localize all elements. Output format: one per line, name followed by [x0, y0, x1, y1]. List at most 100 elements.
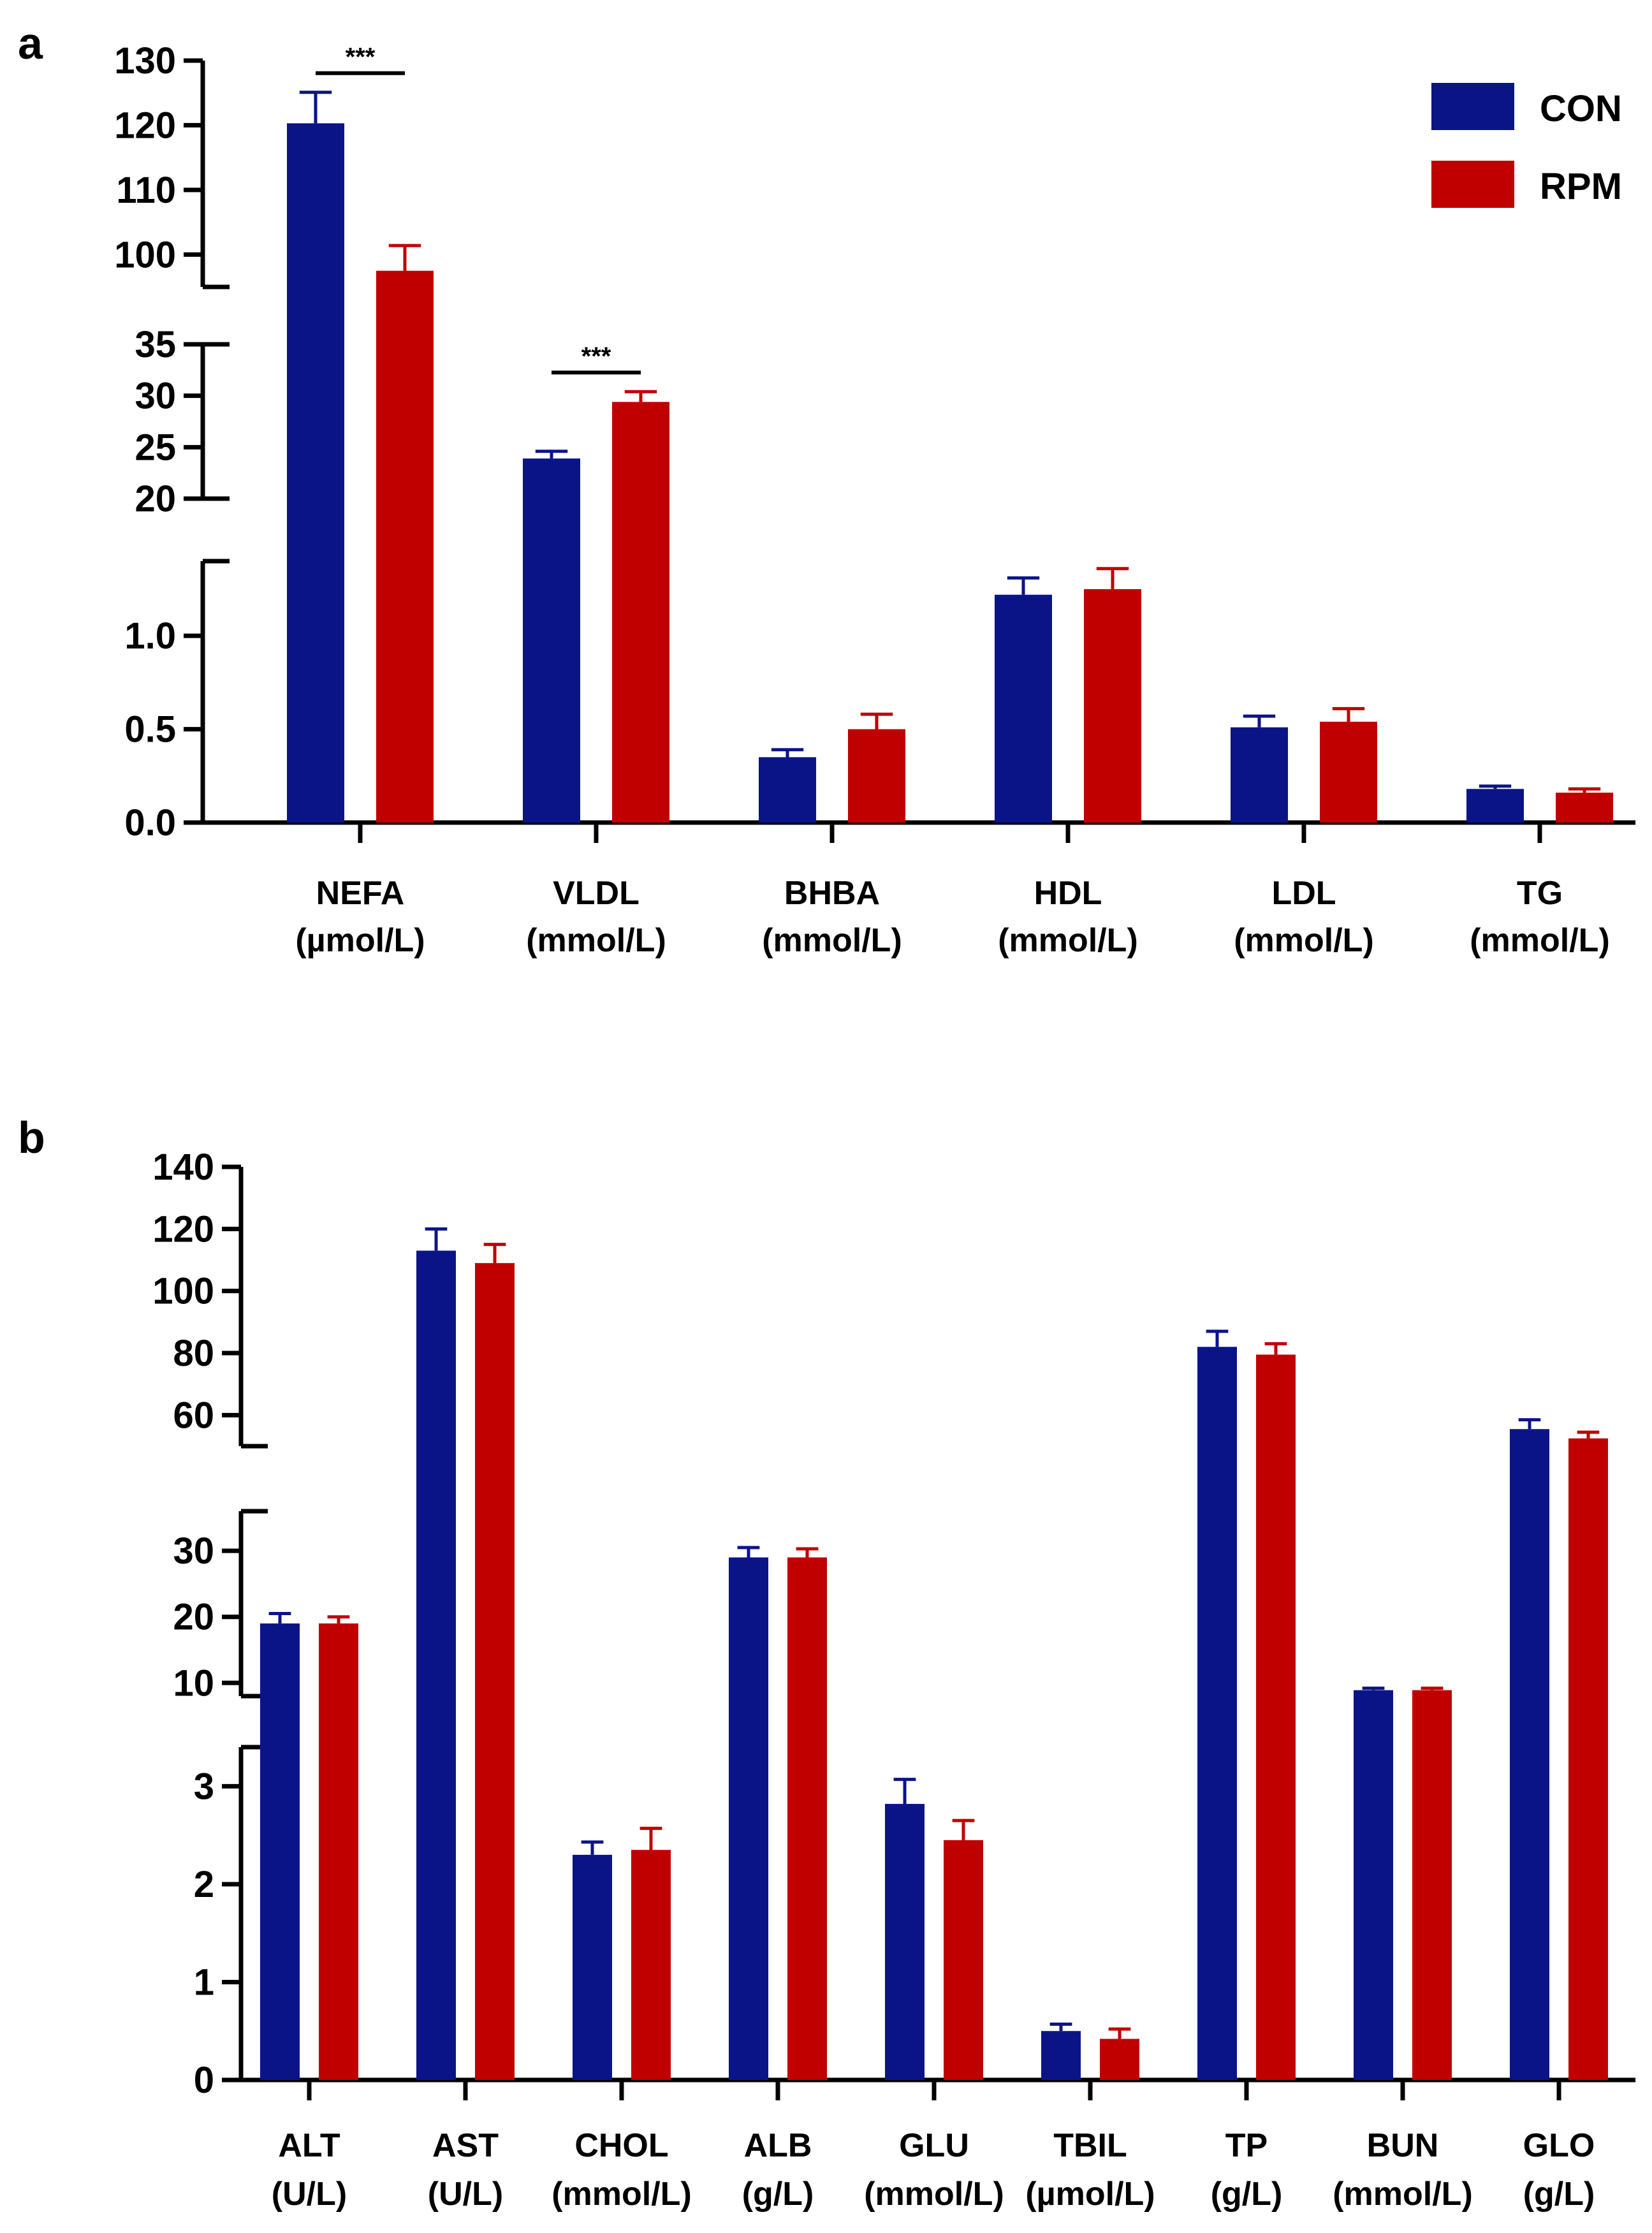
- bar-con: [287, 123, 344, 823]
- y-tick-label: 3: [194, 1766, 214, 1807]
- x-tick-label: VLDL: [553, 875, 640, 912]
- x-tick-label: CHOL: [574, 2127, 668, 2164]
- x-tick-label: ALT: [278, 2127, 340, 2164]
- bar-rpm: [1100, 2039, 1139, 2080]
- y-tick-label: 1: [194, 1961, 214, 2003]
- error-bar-con: [268, 1612, 291, 1624]
- x-tick-unit-label: (mmol/L): [762, 922, 902, 959]
- y-tick-label: 30: [135, 376, 176, 417]
- x-tick-unit-label: (U/L): [272, 2176, 347, 2213]
- y-tick-label: 10: [173, 1662, 214, 1704]
- x-tick-label: ALB: [744, 2127, 812, 2164]
- error-bar-rpm: [1577, 1430, 1600, 1439]
- x-tick-unit-label: (µmol/L): [295, 922, 425, 959]
- bar-rpm: [631, 1850, 671, 2080]
- error-bar-rpm: [624, 390, 657, 402]
- y-tick-label: 140: [152, 1146, 214, 1188]
- error-bar-con: [737, 1546, 760, 1558]
- y-tick-label: 35: [135, 324, 176, 365]
- x-tick-label: HDL: [1034, 875, 1102, 912]
- significance-label: ***: [346, 43, 376, 71]
- legend-label-con: CON: [1540, 88, 1622, 129]
- y-tick-label: 1.0: [124, 615, 176, 657]
- y-tick-label: 20: [173, 1597, 214, 1638]
- x-tick-label: NEFA: [316, 875, 405, 912]
- y-tick-label: 130: [114, 40, 176, 82]
- y-tick-label: 25: [135, 427, 176, 468]
- legend-swatch-rpm: [1431, 161, 1514, 208]
- bar-con: [759, 757, 816, 823]
- y-tick-label: 20: [135, 478, 176, 520]
- error-bar-con: [893, 1778, 916, 1805]
- x-tick-unit-label: (mmol/L): [526, 922, 666, 959]
- error-bar-rpm: [640, 1826, 662, 1850]
- significance-label: ***: [581, 342, 611, 370]
- x-tick-unit-label: (mmol/L): [864, 2176, 1004, 2213]
- bar-con: [1041, 2031, 1081, 2080]
- x-tick-unit-label: (g/L): [1211, 2176, 1283, 2213]
- x-tick-label: AST: [432, 2127, 499, 2164]
- bar-con: [416, 1250, 456, 2080]
- bar-rpm: [944, 1840, 983, 2080]
- x-tick-label: BUN: [1367, 2127, 1439, 2164]
- error-bar-rpm: [1264, 1342, 1287, 1355]
- x-tick-unit-label: (µmol/L): [1025, 2176, 1155, 2213]
- x-tick-unit-label: (mmol/L): [1470, 922, 1610, 959]
- bar-rpm: [319, 1623, 358, 2080]
- error-bar-con: [1049, 2022, 1072, 2032]
- panel-b-label: b: [18, 1113, 45, 1162]
- y-tick-label: 120: [114, 105, 176, 146]
- bar-rpm: [1256, 1354, 1296, 2080]
- x-tick-label: GLO: [1523, 2127, 1595, 2164]
- x-tick-unit-label: (mmol/L): [1234, 922, 1374, 959]
- x-tick-label: TBIL: [1053, 2127, 1127, 2164]
- error-bar-rpm: [952, 1819, 975, 1840]
- bar-rpm: [1556, 793, 1613, 823]
- bar-rpm: [787, 1557, 827, 2080]
- x-tick-unit-label: (g/L): [1523, 2176, 1595, 2213]
- legend-label-rpm: RPM: [1540, 166, 1622, 207]
- bar-con: [1197, 1347, 1237, 2080]
- bar-rpm: [1084, 589, 1141, 823]
- y-tick-label: 0.5: [124, 709, 176, 750]
- bar-con: [995, 594, 1052, 823]
- y-tick-label: 100: [152, 1271, 214, 1312]
- legend: CON RPM: [1431, 83, 1622, 208]
- bar-rpm: [612, 402, 669, 823]
- error-bar-rpm: [1421, 1687, 1444, 1690]
- error-bar-con: [1479, 784, 1512, 789]
- bar-rpm: [1412, 1690, 1452, 2080]
- x-tick-label: GLU: [899, 2127, 969, 2164]
- error-bar-rpm: [860, 712, 893, 729]
- bar-con: [885, 1804, 925, 2080]
- y-tick-label: 120: [152, 1208, 214, 1250]
- x-tick-label: TG: [1517, 875, 1563, 912]
- bar-con: [1231, 727, 1288, 823]
- bar-rpm: [475, 1263, 515, 2080]
- error-bar-con: [425, 1227, 448, 1251]
- error-bar-con: [299, 91, 332, 124]
- bar-con: [1510, 1429, 1549, 2080]
- x-tick-unit-label: (mmol/L): [998, 922, 1138, 959]
- bar-rpm: [1320, 721, 1377, 823]
- error-bar-rpm: [1096, 567, 1129, 589]
- error-bar-con: [535, 450, 568, 459]
- x-tick-unit-label: (U/L): [428, 2176, 503, 2213]
- bar-con: [729, 1557, 768, 2080]
- y-tick-label: 60: [173, 1395, 214, 1436]
- error-bar-con: [771, 748, 804, 758]
- error-bar-con: [1362, 1687, 1385, 1690]
- bar-con: [260, 1623, 300, 2080]
- error-bar-rpm: [327, 1615, 350, 1624]
- y-tick-label: 80: [173, 1333, 214, 1374]
- error-bar-rpm: [1108, 2027, 1131, 2039]
- bar-con: [523, 458, 580, 823]
- error-bar-rpm: [483, 1243, 506, 1263]
- y-tick-label: 110: [116, 170, 176, 211]
- x-tick-label: LDL: [1271, 875, 1336, 912]
- x-tick-unit-label: (mmol/L): [552, 2176, 692, 2213]
- x-tick-label: BHBA: [784, 875, 880, 912]
- chart-b: 60 80 100 120 140 10 20 30 0 1 2 3 ALT (U/L) AST (U/L) C…: [152, 1146, 1635, 2213]
- chart-a: 100 110 120 130 20 25 30 35 0.0 0.5 1.0 NEFA (µmol/L…: [114, 40, 1635, 959]
